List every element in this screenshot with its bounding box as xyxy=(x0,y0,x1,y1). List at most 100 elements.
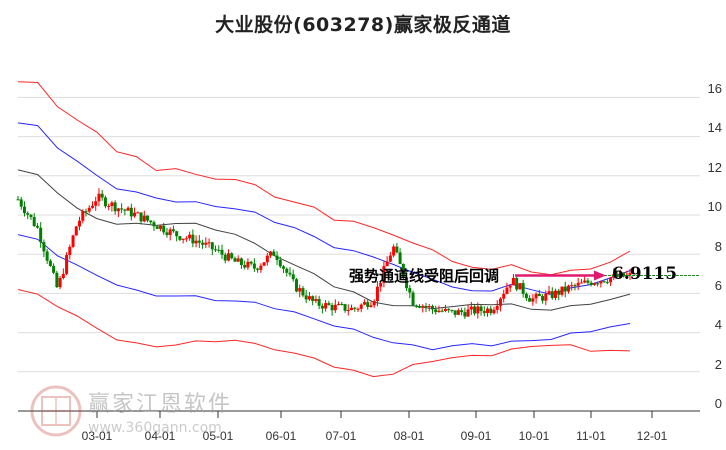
candle-body xyxy=(353,307,357,309)
chart-title: 大业股份(603278)赢家极反通道 xyxy=(215,14,511,36)
candle-body xyxy=(447,308,451,311)
candle-body xyxy=(369,305,373,307)
candle-body xyxy=(90,205,94,208)
candle-body xyxy=(547,291,551,294)
candle-body xyxy=(418,306,422,308)
candle-body xyxy=(184,238,188,240)
candle-body xyxy=(129,207,133,217)
candle-body xyxy=(437,310,441,313)
candle-body xyxy=(45,251,49,261)
candle-body xyxy=(87,207,91,212)
candle-body xyxy=(171,229,175,232)
candle-body xyxy=(168,229,172,235)
candle-body xyxy=(94,201,98,206)
candle-body xyxy=(282,266,286,269)
candle-body xyxy=(236,258,240,262)
y-tick-label: 4 xyxy=(714,317,722,332)
candle-body xyxy=(430,306,434,310)
candle-body xyxy=(207,242,211,244)
candle-body xyxy=(440,310,444,312)
candle-body xyxy=(544,293,548,301)
candle-body xyxy=(116,208,120,212)
candle-body xyxy=(188,234,192,239)
candle-body xyxy=(476,306,480,314)
candle-body xyxy=(421,306,425,308)
candle-body xyxy=(272,251,276,256)
y-tick-label: 12 xyxy=(707,160,722,175)
candle-body xyxy=(405,277,409,289)
candle-body xyxy=(32,217,36,227)
candle-body xyxy=(366,302,370,307)
candle-body xyxy=(110,202,114,206)
candle-body xyxy=(618,272,622,278)
candle-body xyxy=(265,255,269,263)
candle-body xyxy=(262,262,266,266)
candle-body xyxy=(269,251,273,256)
candle-body xyxy=(298,288,302,292)
x-tick-label: 12-01 xyxy=(636,429,668,443)
band-line-inner_upper xyxy=(17,122,631,295)
candle-body xyxy=(592,283,596,285)
candle-body xyxy=(39,227,43,243)
candle-body xyxy=(521,283,525,294)
candle-body xyxy=(139,212,143,222)
candle-body xyxy=(479,306,483,311)
candle-body xyxy=(579,282,583,284)
candle-body xyxy=(243,264,247,268)
candle-body xyxy=(443,308,447,312)
candle-body xyxy=(210,242,214,250)
candle-body xyxy=(398,252,402,265)
y-tick-label: 2 xyxy=(714,357,722,372)
x-tick-label: 10-01 xyxy=(518,429,550,443)
candle-body xyxy=(550,291,554,299)
candle-body xyxy=(434,309,438,313)
candle-body xyxy=(375,286,379,302)
candle-body xyxy=(42,242,46,252)
candle-body xyxy=(460,310,464,313)
candle-body xyxy=(22,206,26,214)
candle-body xyxy=(586,280,590,283)
band-line-outer_upper xyxy=(17,81,631,276)
band-line-inner_lower xyxy=(17,234,631,351)
candle-body xyxy=(81,211,85,221)
candle-body xyxy=(230,253,234,259)
candle-body xyxy=(126,207,130,211)
candle-body xyxy=(214,249,218,251)
candle-body xyxy=(343,304,347,311)
candle-body xyxy=(346,310,350,312)
candle-body xyxy=(97,193,101,202)
candle-body xyxy=(107,205,111,207)
candle-body xyxy=(628,272,632,275)
candle-body xyxy=(609,277,613,283)
candle-body xyxy=(226,253,230,261)
candle-body xyxy=(165,232,169,235)
candle-body xyxy=(450,310,454,312)
x-tick-label: 11-01 xyxy=(576,429,606,443)
candle-body xyxy=(149,220,153,223)
candle-body xyxy=(278,259,282,267)
candle-body xyxy=(456,310,460,315)
candle-body xyxy=(123,209,127,211)
candle-body xyxy=(427,306,431,308)
candle-body xyxy=(473,306,477,314)
watermark-url: www.360gann.com xyxy=(88,420,222,436)
candle-body xyxy=(84,211,88,213)
candle-body xyxy=(194,240,198,244)
x-tick-label: 03-01 xyxy=(81,429,113,443)
candle-body xyxy=(256,268,260,270)
candle-body xyxy=(622,272,626,277)
candle-body xyxy=(469,306,473,310)
candle-body xyxy=(246,261,250,268)
candle-body xyxy=(573,285,577,287)
candle-body xyxy=(217,249,221,251)
y-tick-label: 6 xyxy=(714,278,722,293)
candle-body xyxy=(492,309,496,314)
candle-body xyxy=(103,197,107,207)
candle-body xyxy=(162,225,166,233)
candle-body xyxy=(320,305,324,309)
candle-body xyxy=(197,240,201,243)
candle-body xyxy=(359,304,363,309)
candle-body xyxy=(362,302,366,305)
candle-body xyxy=(502,293,506,299)
x-tick-label: 06-01 xyxy=(265,429,297,443)
